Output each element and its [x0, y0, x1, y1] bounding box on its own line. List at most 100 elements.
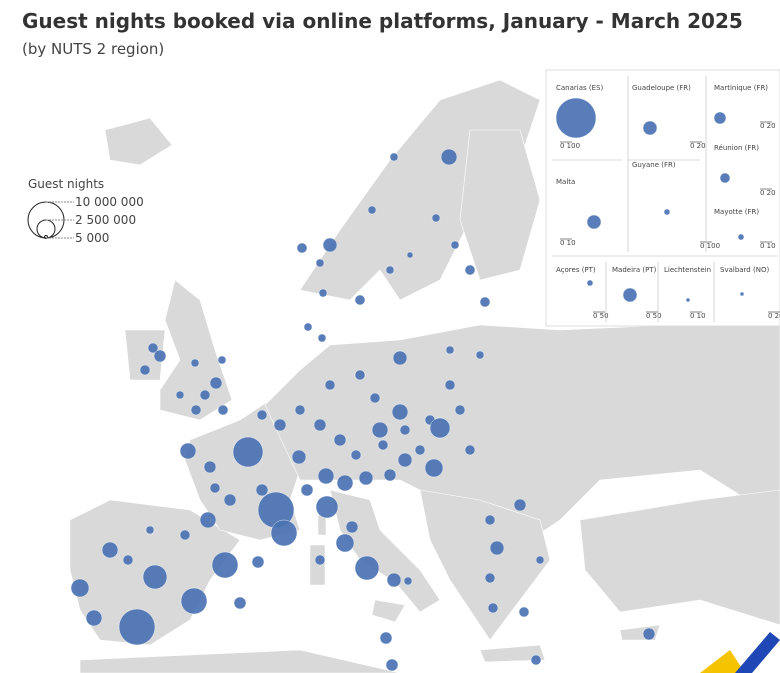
region-bubble: [190, 358, 200, 368]
region-bubble: [555, 97, 597, 139]
region-bubble: [369, 392, 381, 404]
region-bubble: [122, 554, 134, 566]
inset-label: Guyane (FR): [632, 161, 676, 169]
region-bubble: [385, 658, 399, 672]
region-bubble: [294, 404, 306, 416]
region-bubble: [303, 322, 313, 332]
region-bubble: [454, 404, 466, 416]
inset-label: Malta: [556, 178, 575, 186]
region-bubble: [317, 333, 327, 343]
scale-label: 0 10: [760, 242, 776, 250]
region-bubble: [317, 467, 335, 485]
region-bubble: [296, 242, 308, 254]
region-bubble: [180, 587, 208, 615]
region-bubble: [139, 364, 151, 376]
inset-label: Liechtenstein: [664, 266, 711, 274]
region-bubble: [223, 493, 237, 507]
region-bubble: [101, 541, 119, 559]
region-bubble: [685, 297, 691, 303]
region-bubble: [203, 460, 217, 474]
region-bubble: [489, 540, 505, 556]
region-bubble: [232, 436, 264, 468]
region-bubble: [464, 264, 476, 276]
region-bubble: [358, 470, 374, 486]
inset-label: Mayotte (FR): [714, 208, 759, 216]
region-bubble: [291, 449, 307, 465]
region-bubble: [397, 452, 413, 468]
region-bubble: [475, 350, 485, 360]
region-bubble: [383, 468, 397, 482]
region-bubble: [450, 240, 460, 250]
region-bubble: [431, 213, 441, 223]
region-bubble: [386, 572, 402, 588]
region-bubble: [354, 555, 380, 581]
region-bubble: [335, 533, 355, 553]
region-bubble: [377, 439, 389, 451]
region-bubble: [392, 350, 408, 366]
region-bubble: [199, 389, 211, 401]
region-bubble: [622, 287, 638, 303]
region-bubble: [385, 265, 395, 275]
region-bubble: [479, 296, 491, 308]
region-bubble: [85, 609, 103, 627]
region-bubble: [429, 417, 451, 439]
inset-label: Martinique (FR): [714, 84, 768, 92]
inset-label: Guadeloupe (FR): [632, 84, 691, 92]
region-bubble: [518, 606, 530, 618]
scale-label: 0 50: [646, 312, 662, 320]
region-bubble: [737, 233, 745, 241]
region-bubble: [300, 483, 314, 497]
region-bubble: [586, 214, 602, 230]
scale-label: 0 200: [768, 312, 780, 320]
region-bubble: [513, 498, 527, 512]
region-bubble: [424, 458, 444, 478]
region-bubble: [354, 294, 366, 306]
scale-label: 0 10: [690, 312, 706, 320]
inset-label: Réunion (FR): [714, 144, 759, 152]
region-bubble: [354, 369, 366, 381]
region-bubble: [314, 554, 326, 566]
scale-label: 0 20: [760, 122, 776, 130]
region-bubble: [211, 551, 239, 579]
region-bubble: [313, 418, 327, 432]
scale-label: 0 10: [560, 239, 576, 247]
region-bubble: [713, 111, 727, 125]
legend-entry: 10 000 000: [75, 195, 144, 209]
region-bubble: [484, 572, 496, 584]
region-bubble: [414, 444, 426, 456]
region-bubble: [345, 520, 359, 534]
region-bubble: [464, 444, 476, 456]
region-bubble: [487, 602, 499, 614]
legend-title: Guest nights: [28, 177, 104, 191]
region-bubble: [233, 596, 247, 610]
scale-label: 0 50: [593, 312, 609, 320]
region-bubble: [484, 514, 496, 526]
region-bubble: [371, 421, 389, 439]
inset-label: Canarias (ES): [556, 84, 603, 92]
region-bubble: [399, 424, 411, 436]
region-bubble: [586, 279, 594, 287]
region-bubble: [199, 511, 217, 529]
region-bubble: [391, 403, 409, 421]
region-bubble: [153, 349, 167, 363]
region-bubble: [175, 390, 185, 400]
region-bubble: [379, 631, 393, 645]
region-bubble: [403, 576, 413, 586]
inset-label: Madeira (PT): [612, 266, 657, 274]
region-bubble: [145, 525, 155, 535]
region-bubble: [315, 258, 325, 268]
region-bubble: [535, 555, 545, 565]
region-bubble: [315, 495, 339, 519]
region-bubble: [739, 291, 745, 297]
region-bubble: [336, 474, 354, 492]
region-bubble: [333, 433, 347, 447]
region-bubble: [256, 409, 268, 421]
region-bubble: [209, 376, 223, 390]
logo: [700, 632, 780, 673]
legend-entry: 5 000: [75, 231, 109, 245]
region-bubble: [190, 404, 202, 416]
region-bubble: [440, 148, 458, 166]
region-bubble: [118, 608, 156, 646]
region-bubble: [273, 418, 287, 432]
